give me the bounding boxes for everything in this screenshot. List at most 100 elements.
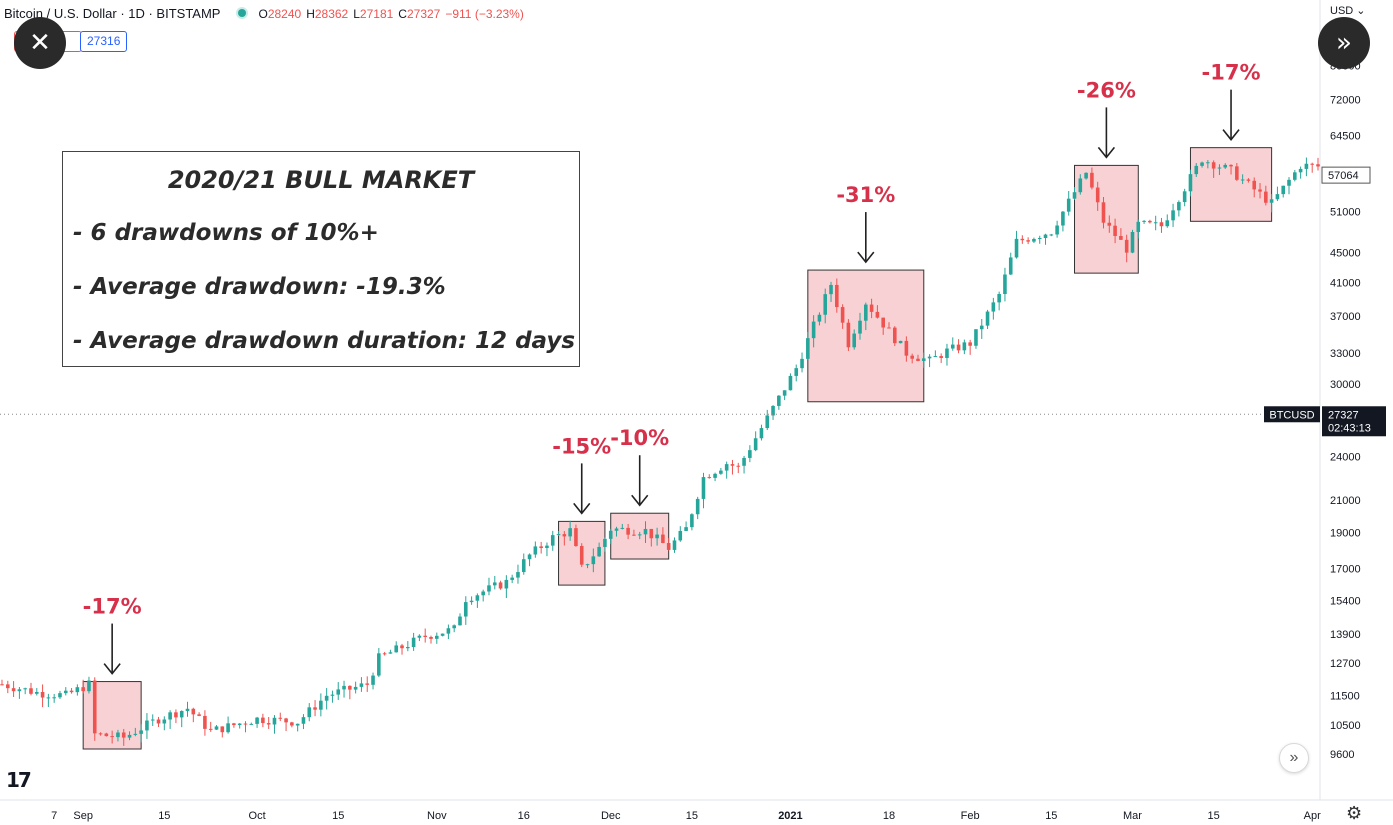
candle-body [713, 473, 717, 478]
candle-body [1223, 164, 1228, 168]
candle-body [1043, 234, 1048, 238]
candle-body [226, 723, 230, 733]
x-tick-label: 18 [883, 810, 895, 822]
candle-body [1177, 202, 1181, 211]
candle-body [910, 355, 914, 359]
stats-title: 2020/21 BULL MARKET [167, 166, 475, 194]
candle-body [92, 680, 97, 734]
candle-body [1229, 164, 1233, 167]
x-tick-label: Feb [961, 810, 980, 822]
candle-body [916, 358, 920, 361]
y-tick-label: 13900 [1330, 629, 1361, 641]
y-tick-label: 17000 [1330, 563, 1361, 575]
candle-body [968, 342, 972, 346]
candle-body [133, 733, 138, 735]
candle-body [707, 477, 712, 479]
stats-line: - Average drawdown duration: 12 days [73, 328, 576, 354]
candle-body [521, 559, 526, 573]
candle-body [40, 691, 45, 698]
tradingview-logo: 17 [6, 768, 32, 792]
candle-body [771, 405, 775, 416]
candle-body [1130, 231, 1135, 253]
close-button[interactable]: ✕ [14, 17, 66, 69]
candle-body [1049, 234, 1054, 236]
candle-body [1293, 172, 1297, 180]
candle-body [411, 637, 416, 647]
candle-body [307, 707, 312, 718]
y-tick-label: 45000 [1330, 247, 1361, 259]
candle-body [58, 693, 62, 698]
candle-body [0, 684, 4, 686]
close-value: 27327 [406, 7, 441, 21]
y-tick-label: 21000 [1330, 495, 1361, 507]
candle-body [87, 680, 91, 692]
price-tag-bg [1322, 406, 1386, 437]
candle-body [794, 368, 799, 376]
candle-body [1217, 167, 1222, 169]
candle-body [550, 535, 555, 546]
buy-price-badge[interactable]: 27316 [80, 31, 128, 52]
candle-body [179, 711, 184, 718]
candle-body [974, 329, 978, 346]
y-tick-label: 41000 [1330, 278, 1361, 290]
symbol-title[interactable]: Bitcoin / U.S. Dollar · 1D · BITSTAMP [4, 6, 221, 21]
candle-body [574, 528, 578, 546]
candle-body [127, 734, 132, 738]
candle-body [1084, 172, 1088, 179]
candle-body [533, 546, 538, 555]
candle-body [1020, 238, 1025, 241]
candle-body [1055, 225, 1059, 235]
drawdown-label: -31% [836, 183, 895, 207]
candle-body [649, 528, 654, 539]
x-tick-label: Nov [427, 810, 447, 822]
x-tick-label: 15 [686, 810, 698, 822]
y-tick-label: 9600 [1330, 749, 1354, 761]
candle-body [904, 340, 909, 356]
candle-body [394, 645, 399, 653]
next-button[interactable]: » [1318, 17, 1370, 69]
open-value: 28240 [267, 7, 302, 21]
market-status-dot [238, 9, 247, 17]
candle-body [481, 591, 485, 596]
candle-body [81, 687, 85, 692]
candle-body [643, 528, 648, 535]
candle-body [852, 333, 857, 348]
candle-body [168, 712, 172, 720]
candle-body [249, 723, 254, 725]
candle-body [336, 689, 341, 695]
candle-body [748, 450, 752, 458]
drawdown-label: -17% [1202, 61, 1261, 85]
candle-body [626, 527, 630, 535]
last-price-tag: 57064 [1328, 170, 1359, 182]
candle-body [452, 625, 456, 629]
candle-body [52, 697, 56, 699]
currency-selector[interactable]: USD ⌄ [1330, 5, 1366, 17]
candle-body [997, 294, 1001, 303]
candle-body [736, 465, 741, 467]
candle-body [1113, 225, 1117, 237]
candle-body [319, 700, 323, 710]
candle-body [730, 464, 735, 466]
candle-body [985, 311, 990, 326]
candle-body [597, 546, 601, 557]
y-tick-label: 10500 [1330, 720, 1361, 732]
candle-body [1037, 237, 1042, 239]
gear-icon[interactable]: ⚙ [1346, 803, 1363, 824]
candle-body [661, 534, 665, 544]
double-chevron-right-icon: » [1336, 28, 1352, 58]
candle-body [829, 284, 833, 295]
candle-body [1142, 220, 1146, 222]
candle-body [690, 514, 694, 528]
candle-body [1304, 163, 1309, 169]
candle-body [765, 415, 770, 429]
scroll-to-realtime-button[interactable]: » [1279, 743, 1309, 773]
candle-body [400, 645, 404, 649]
candle-body [875, 311, 880, 318]
candle-body [162, 719, 167, 724]
candle-body [1269, 199, 1274, 203]
ohlc-values: O28240 H28362 L27181 C27327 −911 (−3.23%) [258, 7, 524, 21]
candle-body [1026, 240, 1030, 242]
candle-body [701, 477, 706, 499]
candle-body [272, 717, 277, 725]
y-tick-label: 33000 [1330, 348, 1361, 360]
